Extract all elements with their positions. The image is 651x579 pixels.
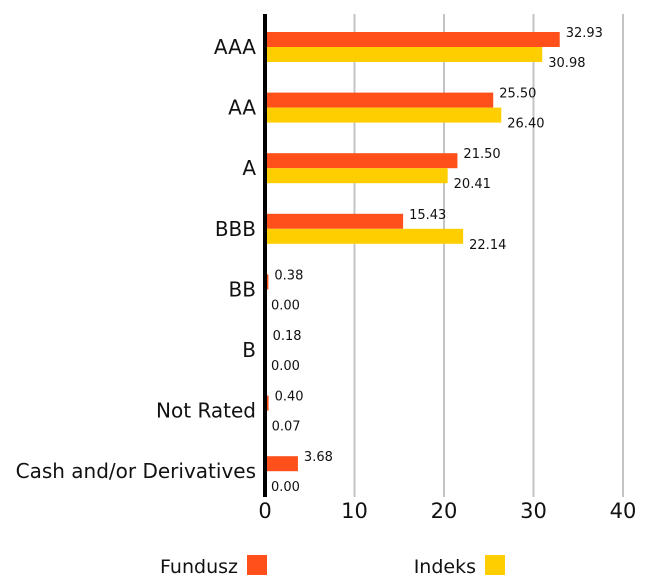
bar-fundusz xyxy=(265,213,404,229)
value-label: 26.40 xyxy=(507,117,544,132)
value-label: 0.00 xyxy=(271,298,300,313)
value-label: 22.14 xyxy=(469,238,506,253)
bar-fundusz xyxy=(265,153,458,169)
bar-fundusz xyxy=(265,92,494,108)
value-label: 15.43 xyxy=(409,208,446,223)
category-label: BBB xyxy=(215,217,256,241)
value-label: 0.38 xyxy=(274,268,303,283)
category-label: B xyxy=(242,338,256,362)
x-tick-labels: 0 10 20 30 40 xyxy=(258,499,636,523)
category-label: A xyxy=(242,156,256,180)
bar-indeks xyxy=(265,107,502,123)
legend-label: Fundusz xyxy=(160,556,238,578)
value-label: 0.00 xyxy=(271,359,300,374)
value-label: 0.18 xyxy=(273,329,302,344)
bar-fundusz xyxy=(265,456,298,472)
x-tick-label: 30 xyxy=(520,499,547,523)
value-label: 0.40 xyxy=(275,390,304,405)
x-tick-label: 0 xyxy=(258,499,271,523)
value-label: 3.68 xyxy=(304,450,333,465)
category-label: Cash and/or Derivatives xyxy=(16,459,256,483)
category-label: Not Rated xyxy=(156,399,256,423)
value-labels: 32.93 30.98 25.50 26.40 21.50 20.41 15.43 22.14… xyxy=(271,26,603,495)
x-tick-label: 40 xyxy=(610,499,637,523)
legend-swatch xyxy=(247,555,267,575)
bar-indeks xyxy=(265,47,543,62)
value-label: 0.00 xyxy=(271,480,300,495)
category-label: AAA xyxy=(214,35,256,59)
legend-label: Indeks xyxy=(414,556,476,578)
gridlines xyxy=(353,14,624,497)
value-label: 20.41 xyxy=(454,177,491,192)
bar-indeks xyxy=(265,168,448,184)
x-tick-label: 10 xyxy=(341,499,368,523)
legend: Fundusz Indeks xyxy=(160,555,505,578)
value-label: 25.50 xyxy=(499,87,536,102)
value-label: 0.07 xyxy=(272,420,301,435)
bars xyxy=(265,32,560,472)
value-label: 30.98 xyxy=(548,56,585,71)
bar-fundusz xyxy=(265,32,560,47)
bar-indeks xyxy=(265,228,464,244)
legend-swatch xyxy=(485,555,505,575)
category-label: AA xyxy=(228,96,256,120)
value-label: 21.50 xyxy=(463,147,500,162)
category-label: BB xyxy=(229,277,256,301)
value-label: 32.93 xyxy=(566,26,603,41)
x-tick-label: 20 xyxy=(431,499,458,523)
